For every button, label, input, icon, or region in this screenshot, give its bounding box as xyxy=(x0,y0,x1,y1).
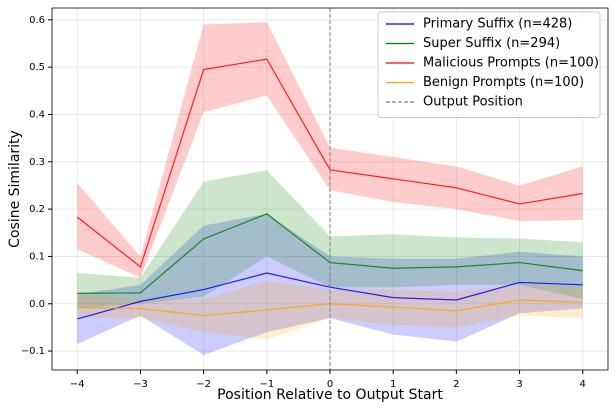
x-tick-label: 0 xyxy=(327,379,333,390)
y-tick-label: 0.1 xyxy=(29,251,45,262)
legend-label: Output Position xyxy=(423,95,523,110)
y-axis-label: Cosine Similarity xyxy=(7,130,23,248)
x-tick-label: 4 xyxy=(580,379,586,390)
x-tick-label: 1 xyxy=(390,379,396,390)
y-tick-label: 0.4 xyxy=(29,109,45,120)
y-tick-label: 0.2 xyxy=(29,204,45,215)
x-tick-label: −2 xyxy=(196,379,211,390)
x-tick-label: 2 xyxy=(453,379,459,390)
series-line xyxy=(76,58,583,268)
legend-label: Primary Suffix (n=428) xyxy=(423,17,572,32)
y-tick-label: 0.5 xyxy=(29,62,45,73)
y-tick-label: −0.1 xyxy=(21,346,45,357)
x-tick-label: −1 xyxy=(259,379,274,390)
legend-label: Malicious Prompts (n=100) xyxy=(423,56,599,71)
y-tick-label: 0.0 xyxy=(29,299,45,310)
legend-label: Super Suffix (n=294) xyxy=(423,36,560,51)
x-tick-label: −4 xyxy=(70,379,85,390)
y-tick-label: 0.3 xyxy=(29,157,45,168)
y-tick-label: 0.6 xyxy=(29,15,45,26)
legend-label: Benign Prompts (n=100) xyxy=(423,75,584,90)
x-tick-label: 3 xyxy=(516,379,522,390)
plot-frame xyxy=(51,7,609,371)
x-tick-label: −3 xyxy=(133,379,148,390)
legend-box xyxy=(377,11,601,118)
x-axis-label: Position Relative to Output Start xyxy=(217,387,443,403)
